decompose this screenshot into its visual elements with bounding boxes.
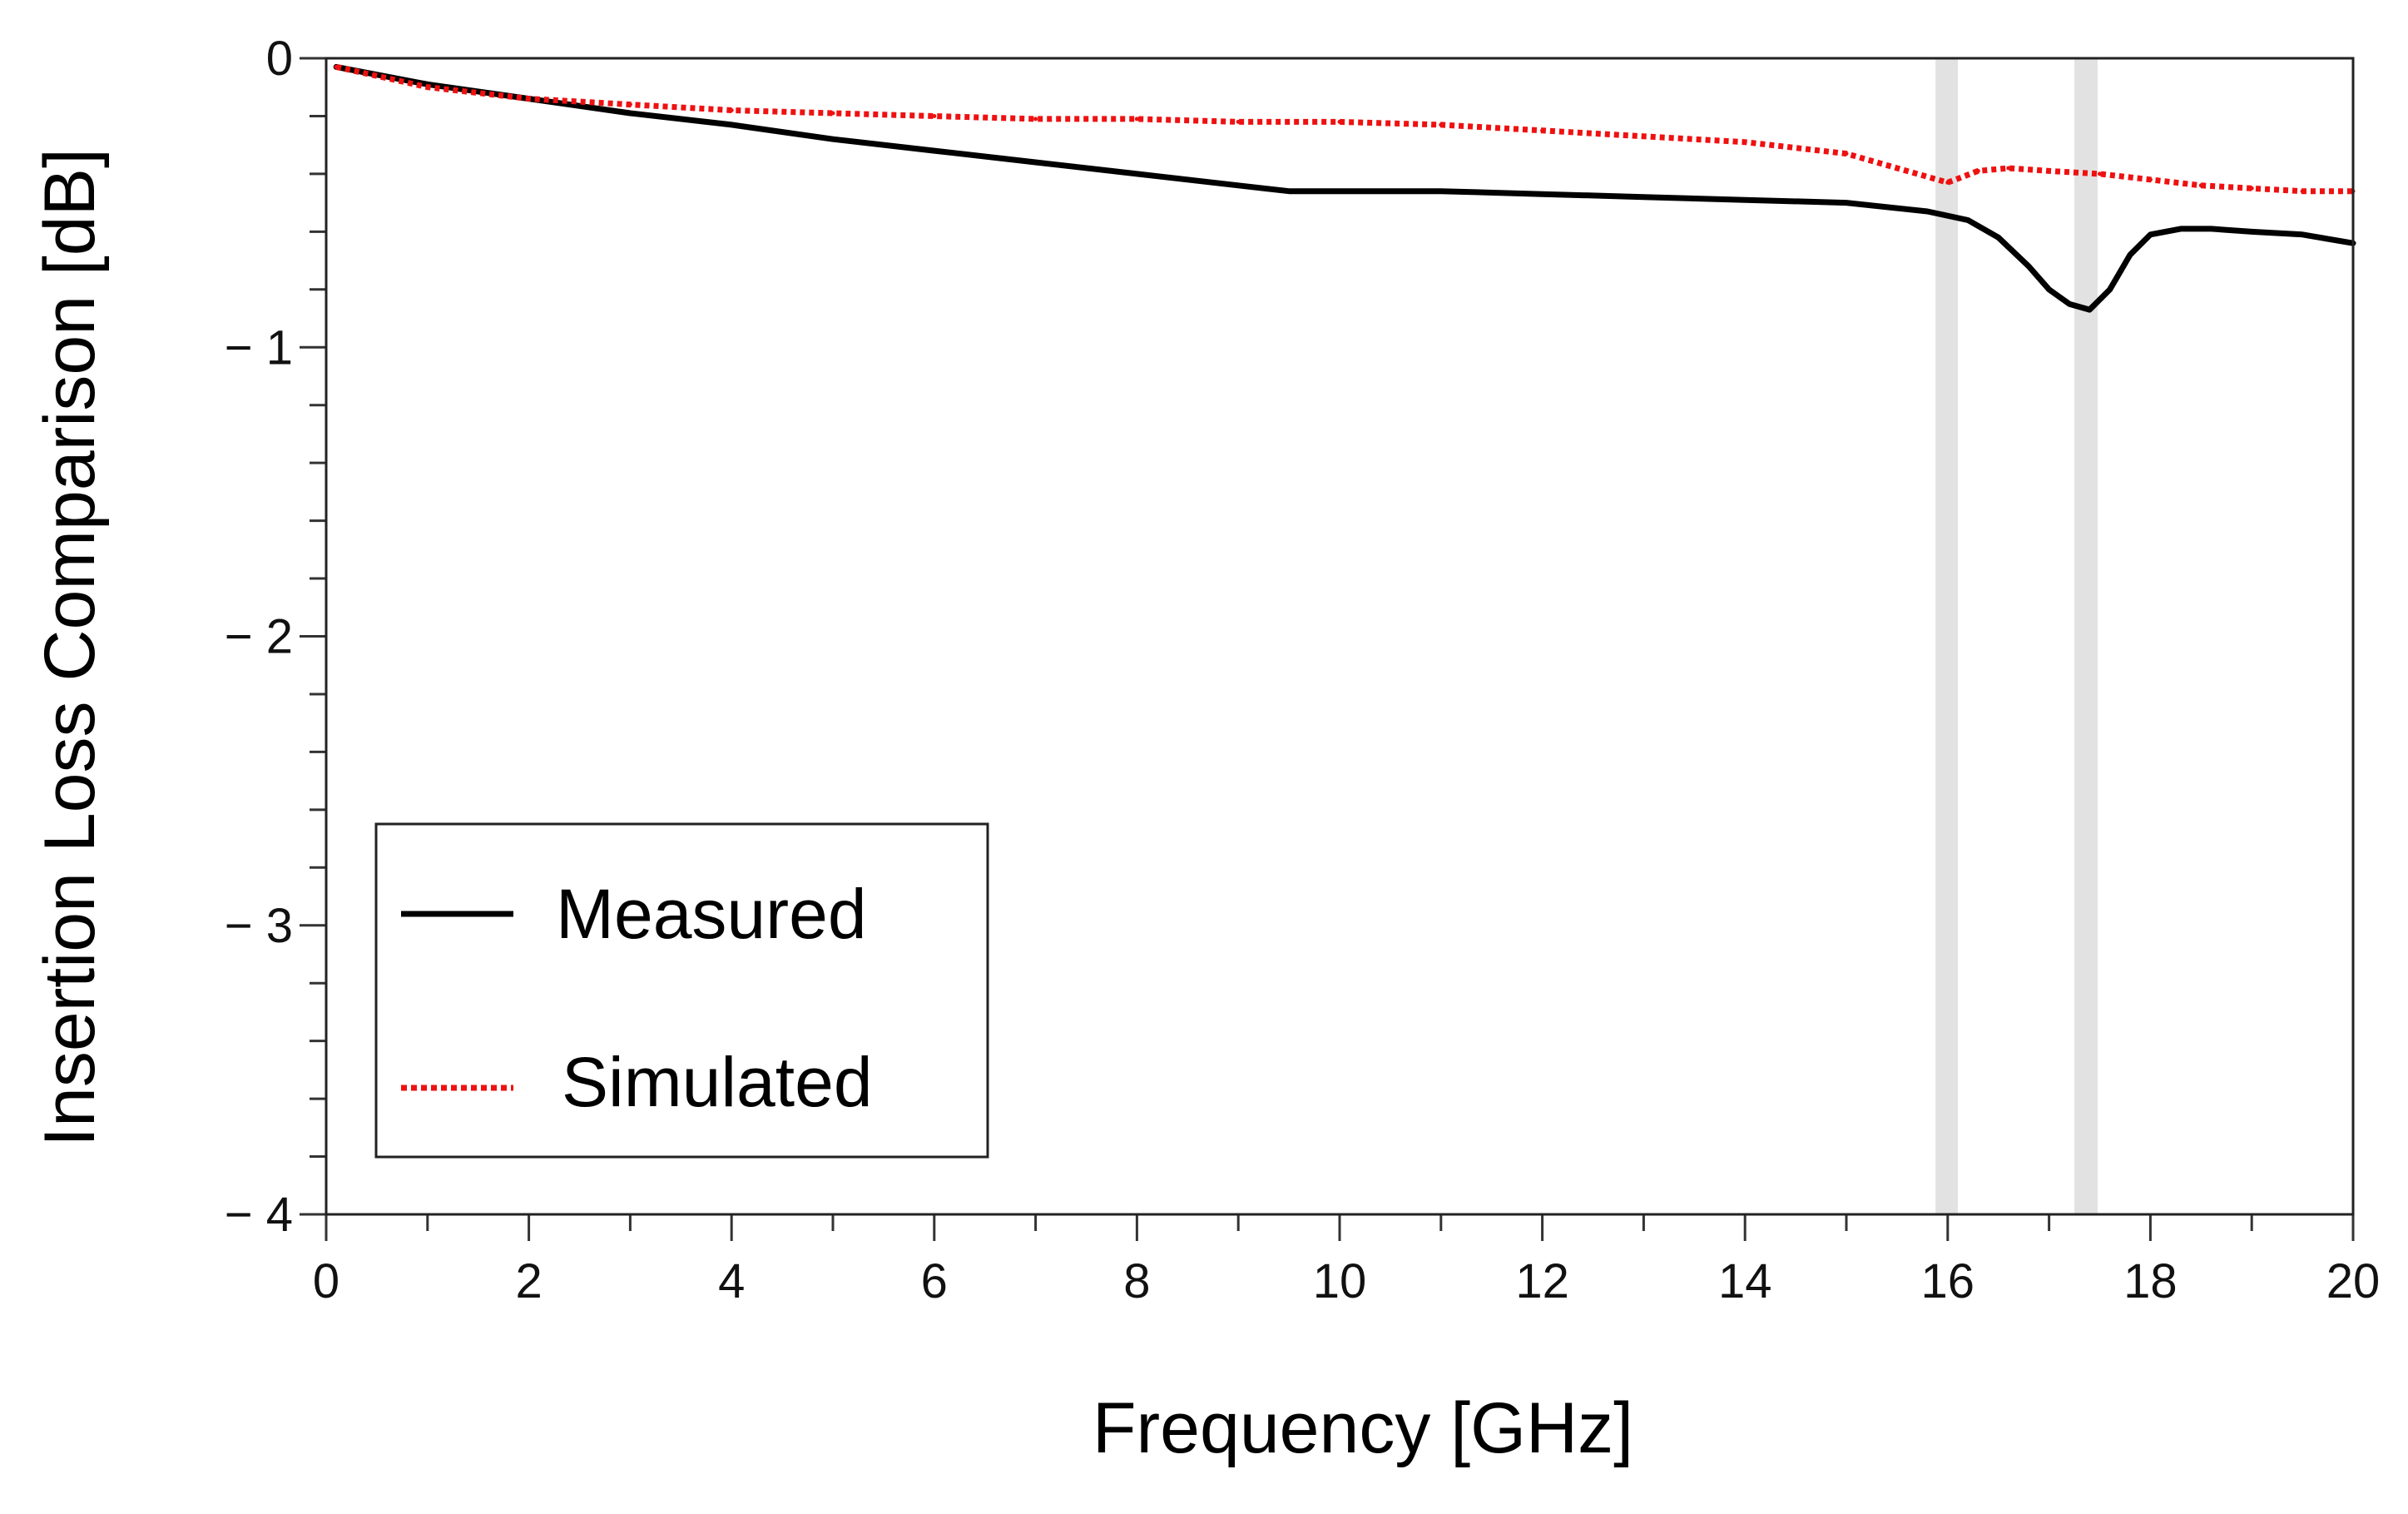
legend-label-measured: Measured	[556, 875, 867, 953]
data-point-measured	[2067, 301, 2072, 306]
data-series	[333, 63, 2356, 313]
x-tick-label: 0	[313, 1254, 339, 1308]
data-point-measured	[1286, 189, 1291, 194]
data-point-measured	[932, 148, 937, 153]
y-axis-label: Insertion Loss Comparison [dB]	[30, 148, 110, 1147]
x-tick-label: 2	[515, 1254, 542, 1308]
plot-frame	[325, 57, 2355, 1216]
data-point-simulated	[425, 85, 430, 90]
data-point-measured	[1236, 183, 1241, 188]
data-point-simulated	[527, 97, 532, 102]
axis-ticks	[300, 57, 2355, 1241]
data-point-simulated	[2098, 171, 2102, 176]
data-point-measured	[1996, 235, 2001, 240]
y-tick-label: − 1	[225, 320, 293, 375]
x-tick-label: 16	[1921, 1254, 1975, 1308]
data-point-measured	[2047, 287, 2052, 292]
data-point-measured	[2087, 307, 2092, 312]
data-point-measured	[830, 137, 835, 141]
x-tick-label: 4	[718, 1254, 745, 1308]
x-axis-label: Frequency [GHz]	[1093, 1388, 1633, 1468]
data-point-simulated	[2249, 186, 2254, 191]
legend: Measured Simulated	[374, 822, 989, 1159]
highlight-bands	[1935, 58, 2098, 1214]
data-point-measured	[2300, 232, 2305, 237]
data-point-measured	[2249, 229, 2254, 234]
legend-box	[374, 822, 989, 1159]
data-point-simulated	[2300, 189, 2305, 194]
axis-tick-labels: 0 2 4 6 8 10 12 14 16 18 20 0 − 1 − 2 − 3 − 4	[225, 32, 2381, 1308]
data-point-simulated	[627, 102, 632, 107]
data-point-measured	[1033, 160, 1038, 165]
data-point-measured	[1641, 195, 1646, 200]
legend-label-simulated: Simulated	[562, 1043, 873, 1121]
data-point-measured	[1925, 209, 1930, 214]
data-point-measured	[1742, 197, 1747, 202]
data-point-simulated	[2198, 183, 2203, 188]
data-point-measured	[729, 122, 734, 127]
data-point-simulated	[1134, 117, 1139, 122]
data-point-measured	[1540, 191, 1545, 196]
data-point-measured	[2208, 226, 2213, 231]
data-point-simulated	[2006, 166, 2011, 171]
data-point-simulated	[932, 113, 937, 118]
data-point-measured	[2108, 287, 2113, 292]
data-point-simulated	[1895, 166, 1900, 171]
data-point-simulated	[1975, 168, 1980, 173]
x-tick-label: 6	[921, 1254, 948, 1308]
data-point-measured	[2026, 264, 2031, 269]
highlight-band-2	[2074, 58, 2098, 1214]
y-tick-label: − 2	[225, 610, 293, 664]
data-point-measured	[1439, 189, 1444, 194]
y-tick-label: − 3	[225, 899, 293, 953]
data-point-simulated	[2148, 177, 2153, 182]
data-point-measured	[2178, 226, 2183, 231]
y-tick-label: − 4	[225, 1188, 293, 1242]
data-point-measured	[1844, 201, 1849, 206]
y-tick-label: 0	[266, 32, 293, 86]
data-point-simulated	[1033, 117, 1038, 122]
data-point-measured	[2148, 232, 2153, 237]
data-point-measured	[1337, 189, 1342, 194]
data-point-simulated	[1236, 119, 1241, 124]
x-tick-label: 10	[1313, 1254, 1367, 1308]
data-point-simulated	[334, 64, 339, 69]
series-line-measured	[333, 63, 2356, 313]
data-point-measured	[627, 111, 632, 116]
x-tick-label: 12	[1515, 1254, 1569, 1308]
data-point-measured	[2128, 252, 2133, 257]
x-tick-label: 8	[1123, 1254, 1150, 1308]
data-point-simulated	[729, 108, 734, 113]
data-point-measured	[1965, 217, 1970, 222]
data-point-simulated	[1337, 119, 1342, 124]
data-point-simulated	[1641, 134, 1646, 139]
data-point-simulated	[1439, 122, 1444, 127]
data-point-measured	[1134, 171, 1139, 176]
data-point-simulated	[1540, 128, 1545, 133]
highlight-band-1	[1935, 58, 1958, 1214]
data-point-simulated	[2047, 168, 2052, 173]
data-point-simulated	[1844, 151, 1849, 156]
data-point-simulated	[1945, 180, 1950, 185]
data-point-simulated	[1742, 140, 1747, 145]
x-tick-label: 14	[1718, 1254, 1772, 1308]
x-tick-label: 18	[2123, 1254, 2178, 1308]
x-tick-label: 20	[2326, 1254, 2381, 1308]
data-point-simulated	[830, 111, 835, 116]
